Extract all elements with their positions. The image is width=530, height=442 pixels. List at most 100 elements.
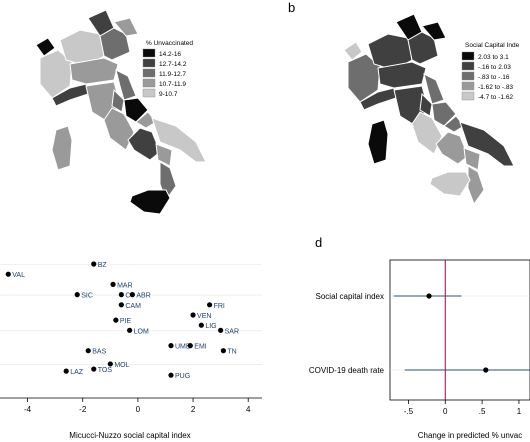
legend-label: -.83 to -.16 xyxy=(478,74,510,81)
scatter-point xyxy=(198,322,204,328)
legend-swatch xyxy=(461,61,475,71)
scatter-point-label: PUG xyxy=(175,373,190,380)
scatter-point xyxy=(127,327,133,333)
region-puglia xyxy=(459,121,515,167)
legend-swatch xyxy=(142,88,156,98)
coef-tick-label: .5 xyxy=(479,407,486,416)
scatter-point-label: BAS xyxy=(92,349,106,356)
scatter-point-label: LAZ xyxy=(70,369,84,376)
region-abruzzo xyxy=(431,101,457,127)
region-umbria xyxy=(419,92,433,117)
region-calabria xyxy=(467,165,485,206)
coef-x-label: Change in predicted % unvac xyxy=(418,431,523,440)
scatter-point xyxy=(129,292,135,298)
scatter-point xyxy=(5,271,11,277)
scatter-point-label: BZ xyxy=(98,262,108,269)
legend-label: 9-10.7 xyxy=(159,91,178,98)
map-a-mainland xyxy=(35,9,207,202)
scatter-point-label: FRI xyxy=(214,303,225,310)
region-sardegna xyxy=(367,119,389,165)
scatter-point-label: SIC xyxy=(81,293,93,300)
region-basilicata xyxy=(155,143,173,167)
region-sardegna xyxy=(51,125,73,171)
region-valle-daosta xyxy=(35,37,56,57)
coef-tick-label: 1 xyxy=(517,407,522,416)
scatter-point xyxy=(187,343,193,349)
scatter-point xyxy=(63,368,69,374)
scatter-point-label: LIG xyxy=(205,323,216,330)
scatter-point-label: UMB xyxy=(175,344,191,351)
coef-items: Social capital index COVID-19 death rate xyxy=(309,292,530,375)
legend-label: 11.9-12.7 xyxy=(159,71,186,78)
region-emilia xyxy=(377,61,427,89)
scatter-point-label: ABR xyxy=(136,293,150,300)
scatter-point xyxy=(218,327,224,333)
region-sicilia xyxy=(129,189,171,215)
scatter-tick-label: 0 xyxy=(136,405,141,414)
coef-estimate-point xyxy=(483,367,489,373)
region-lazio xyxy=(411,111,443,155)
region-piemonte xyxy=(347,53,381,103)
scatter-point-label: C xyxy=(125,293,130,300)
scatter-point xyxy=(118,292,124,298)
scatter-point-label: MAR xyxy=(117,282,133,289)
legend-title: Social Capital Inde xyxy=(465,42,520,49)
legend-label: 12.7-14.2 xyxy=(159,61,187,68)
region-valle-daosta xyxy=(343,41,363,61)
scatter-point-label: VAL xyxy=(12,272,25,279)
legend-label: 14.2-16 xyxy=(159,51,181,58)
region-basilicata xyxy=(463,147,481,171)
region-veneto xyxy=(99,27,131,61)
legend-swatch xyxy=(461,71,475,81)
region-puglia xyxy=(151,117,207,163)
region-sicilia xyxy=(429,171,471,197)
region-marche xyxy=(423,73,445,105)
region-friuli xyxy=(421,21,447,41)
scatter-point-label: CAM xyxy=(125,303,141,310)
legend-swatch xyxy=(142,78,156,88)
region-veneto xyxy=(407,31,439,65)
scatter-point-label: TOS xyxy=(98,367,113,374)
coef-row-label: COVID-19 death rate xyxy=(309,366,385,375)
legend-title: % Unvaccinated xyxy=(146,40,193,47)
region-piemonte xyxy=(39,49,73,99)
scatter-point-label: SAR xyxy=(225,328,239,335)
scatter-point xyxy=(85,348,91,354)
legend-label: -1.62 to -.83 xyxy=(478,84,513,91)
map-a-legend: % Unvaccinated 14.2-16 12.7-14.2 11.9-12.7… xyxy=(142,40,193,98)
scatter-point-label: TN xyxy=(227,349,236,356)
coef-tick-label: 0 xyxy=(443,407,448,416)
scatter-point xyxy=(91,366,97,372)
legend-label: -4.7 to -1.62 xyxy=(478,94,513,101)
legend-swatch xyxy=(142,48,156,58)
coef-x-ticks: -.5 0 .5 1 xyxy=(404,400,522,416)
legend-swatch xyxy=(142,58,156,68)
coef-estimate-point xyxy=(426,293,432,299)
scatter-x-ticks: -4 -2 0 2 4 xyxy=(24,398,251,414)
coef-row-label: Social capital index xyxy=(316,292,384,301)
region-marche xyxy=(115,69,137,101)
scatter-tick-label: 4 xyxy=(246,405,251,414)
scatter-point-label: PIE xyxy=(120,318,132,325)
region-abruzzo xyxy=(123,97,149,123)
scatter-point xyxy=(74,292,80,298)
legend-swatch xyxy=(142,68,156,78)
legend-swatch xyxy=(461,81,475,91)
region-friuli xyxy=(113,17,139,37)
scatter-point-label: LOM xyxy=(134,328,149,335)
legend-swatch xyxy=(461,51,475,61)
legend-label: -.16 to 2.03 xyxy=(478,64,511,71)
coef-tick-label: -.5 xyxy=(404,407,414,416)
scatter-point xyxy=(107,361,113,367)
scatter-point xyxy=(168,343,174,349)
coef-plot-frame xyxy=(389,259,530,401)
scatter-x-label: Micucci-Nuzzo social capital index xyxy=(69,431,190,440)
map-b-legend: Social Capital Inde 2.03 to 3.1 -.16 to 2… xyxy=(461,42,520,101)
scatter-point-label: VEN xyxy=(197,313,211,320)
region-emilia xyxy=(69,57,119,85)
scatter-point xyxy=(220,348,226,354)
scatter-point xyxy=(113,317,119,323)
legend-label: 2.03 to 3.1 xyxy=(478,54,509,61)
